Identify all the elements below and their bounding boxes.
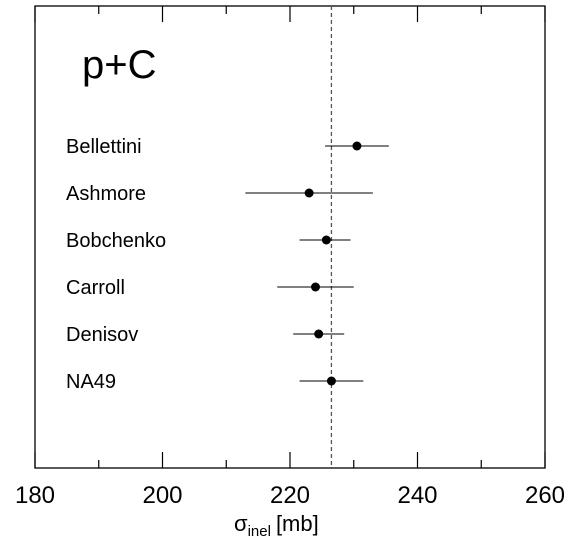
x-axis-label: σinel [mb] — [234, 511, 319, 539]
x-axis-label-unit: [mb] — [276, 511, 319, 536]
data-point — [321, 235, 331, 245]
x-tick-label: 240 — [397, 482, 437, 509]
data-point — [326, 376, 336, 386]
data-point — [352, 141, 362, 151]
data-point — [311, 282, 320, 292]
x-tick-label: 180 — [15, 482, 55, 509]
row-label: Carroll — [66, 277, 125, 299]
data-points — [245, 141, 389, 386]
row-label: Ashmore — [66, 183, 146, 205]
x-axis-label-symbol: σ — [234, 511, 248, 536]
row-label: Bobchenko — [66, 230, 166, 252]
row-label: NA49 — [66, 371, 116, 393]
x-axis-label-subscript: inel — [248, 523, 271, 539]
x-tick-label: 260 — [525, 482, 565, 509]
row-label: Denisov — [66, 324, 138, 346]
data-point — [304, 188, 314, 198]
chart-title: p+C — [82, 43, 157, 87]
x-axis-ticks — [34, 6, 546, 468]
row-labels: Bellettini Ashmore Bobchenko Carroll Denisov… — [66, 136, 166, 393]
data-point — [314, 329, 324, 339]
x-tick-label: 200 — [142, 482, 182, 509]
row-label: Bellettini — [66, 136, 142, 158]
x-tick-labels: 180 200 220 240 260 — [15, 482, 565, 509]
x-tick-label: 220 — [270, 482, 310, 509]
